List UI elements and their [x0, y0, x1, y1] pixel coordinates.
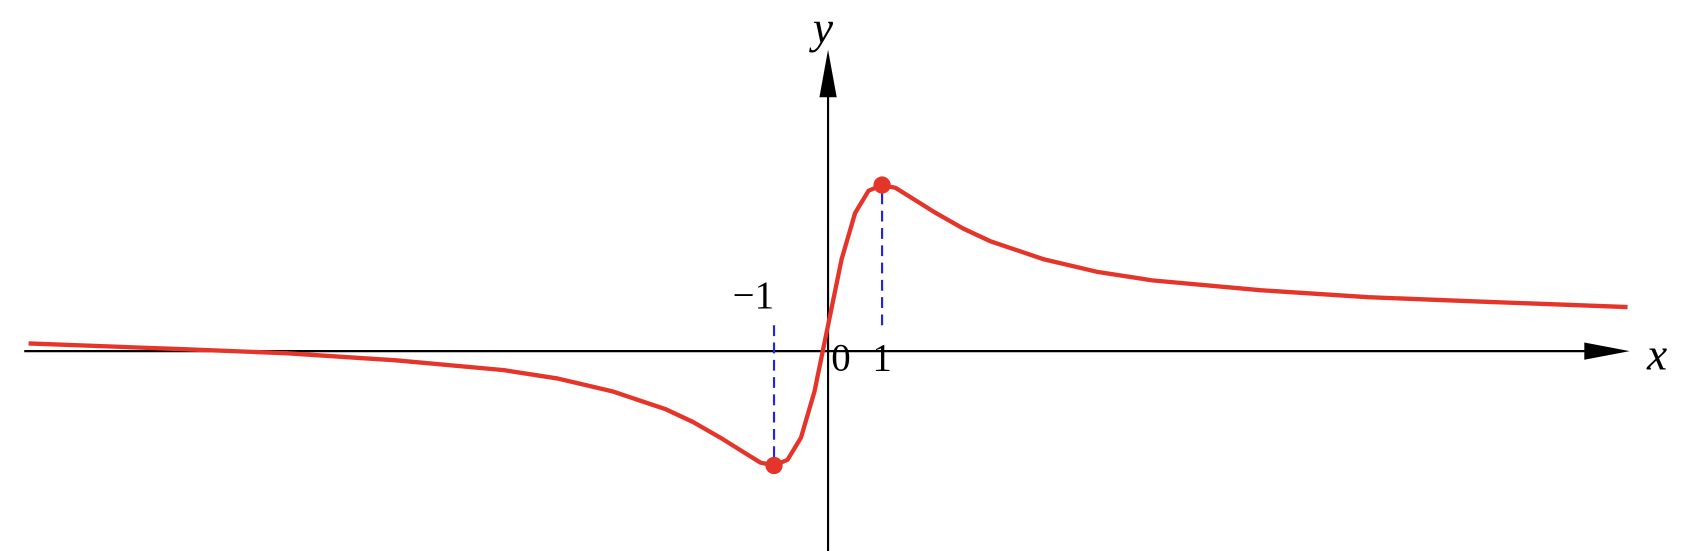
y-axis-arrow: [819, 49, 837, 98]
x-tick-label: 1: [872, 337, 891, 380]
x-tick-label: −1: [733, 274, 774, 317]
curve: [28, 182, 1628, 468]
x-axis-label: x: [1646, 329, 1667, 379]
extremum-point: [765, 456, 783, 475]
y-axis-label: y: [809, 3, 834, 53]
extremum-point: [873, 176, 891, 194]
x-tick-label: 0: [831, 337, 850, 380]
x-axis-arrow: [1584, 342, 1630, 360]
